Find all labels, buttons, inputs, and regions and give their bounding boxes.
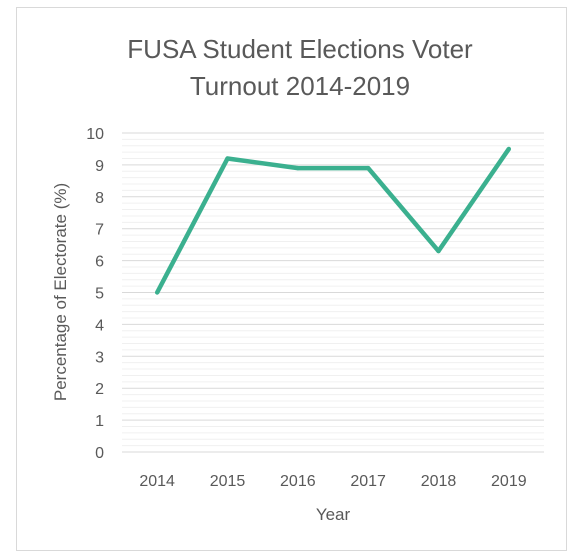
y-tick-label: 10 [86, 126, 104, 143]
y-tick-label: 6 [95, 254, 104, 271]
data-point [436, 248, 441, 254]
chart-title-line-1: FUSA Student Elections Voter [127, 34, 473, 64]
x-tick-label: 2014 [139, 473, 175, 490]
data-point [365, 165, 371, 171]
x-tick-label: 2019 [491, 473, 527, 490]
y-tick-label: 8 [95, 190, 104, 207]
y-tick-label: 3 [95, 349, 104, 366]
y-tick-label: 1 [95, 413, 104, 430]
data-point [506, 146, 512, 152]
data-point [225, 156, 230, 161]
y-tick-label: 9 [95, 158, 104, 175]
series-group [154, 146, 512, 295]
x-tick-label: 2017 [350, 473, 386, 490]
x-axis-title: Year [316, 505, 351, 524]
y-tick-label: 0 [95, 445, 104, 462]
gridlines [122, 132, 544, 453]
x-tick-label: 2015 [210, 473, 246, 490]
y-tick-label: 2 [95, 381, 104, 398]
y-tick-label: 5 [95, 286, 104, 303]
y-axis-title: Percentage of Electorate (%) [51, 183, 70, 401]
chart-title-line-2: Turnout 2014-2019 [190, 71, 410, 101]
y-tick-label: 4 [95, 317, 104, 334]
data-point [154, 290, 160, 295]
x-axis-ticks: 2014 2015 2016 2017 2018 2019 [139, 473, 526, 490]
chart-frame [16, 7, 567, 551]
data-point [295, 165, 301, 171]
y-tick-label: 7 [95, 222, 104, 239]
series-line [155, 147, 511, 294]
x-tick-label: 2018 [421, 473, 457, 490]
x-tick-label: 2016 [280, 473, 316, 490]
y-axis-ticks: 0 1 2 3 4 5 6 7 8 9 10 [86, 126, 104, 462]
